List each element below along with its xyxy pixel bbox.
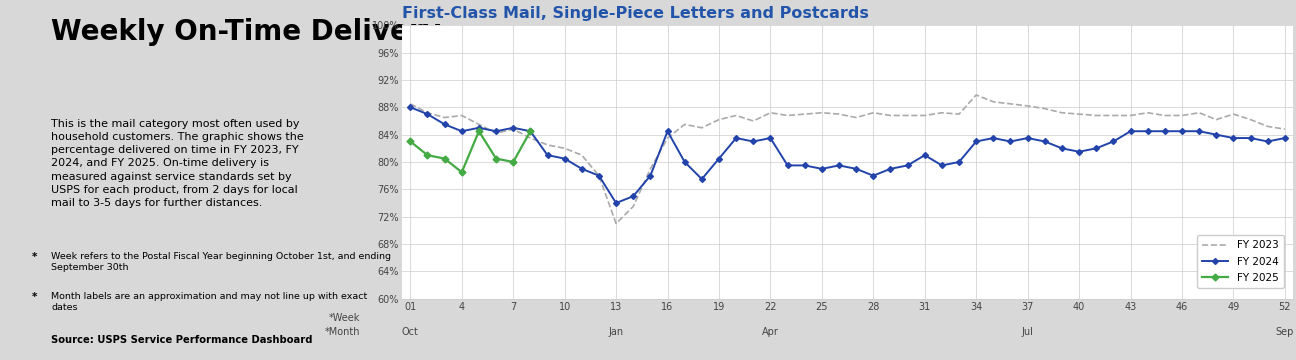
Text: Source: USPS Service Performance Dashboard: Source: USPS Service Performance Dashboa… <box>52 335 312 345</box>
Text: Week refers to the Postal Fiscal Year beginning October 1st, and ending
Septembe: Week refers to the Postal Fiscal Year be… <box>52 252 391 272</box>
Text: Apr: Apr <box>762 327 779 337</box>
Text: Sep: Sep <box>1275 327 1293 337</box>
Text: *: * <box>31 252 38 262</box>
Text: Weekly On-Time Delivery: Weekly On-Time Delivery <box>52 18 441 46</box>
Text: Jan: Jan <box>609 327 623 337</box>
Text: Oct: Oct <box>402 327 419 337</box>
Text: *: * <box>31 292 38 302</box>
Legend: FY 2023, FY 2024, FY 2025: FY 2023, FY 2024, FY 2025 <box>1198 235 1284 288</box>
Text: Month labels are an approximation and may not line up with exact
dates: Month labels are an approximation and ma… <box>52 292 368 312</box>
Text: First-Class Mail, Single-Piece Letters and Postcards: First-Class Mail, Single-Piece Letters a… <box>402 6 868 21</box>
Text: *Week: *Week <box>329 313 360 323</box>
Text: This is the mail category most often used by
household customers. The graphic sh: This is the mail category most often use… <box>52 119 305 208</box>
Text: *Month: *Month <box>324 327 360 337</box>
Text: Jul: Jul <box>1021 327 1034 337</box>
